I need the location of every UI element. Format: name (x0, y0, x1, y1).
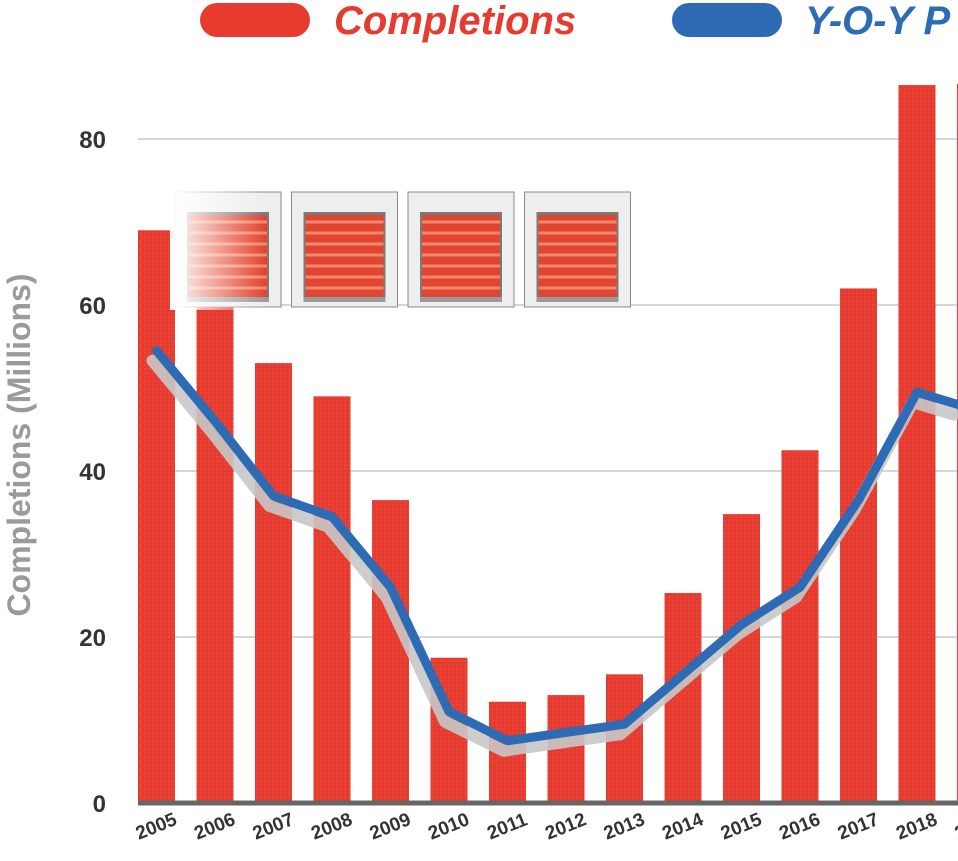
door-sill (420, 297, 502, 302)
storage-unit-door-icon (291, 191, 398, 308)
y-tick-label: 80 (79, 127, 106, 154)
x-tick-label: 2013 (601, 809, 648, 844)
x-tick-label: 2006 (191, 809, 238, 844)
legend-swatch-completions (200, 3, 310, 37)
bar (255, 363, 292, 803)
legend-label-completions: Completions (334, 0, 576, 43)
bar (138, 230, 175, 804)
x-axis-ticks: 2005 2006 2007 2008 2009 2010 2011 2012 2013 2014… (133, 809, 958, 844)
storage-door-decoration (170, 190, 631, 310)
bar (196, 296, 234, 803)
x-tick-label: 2018 (893, 809, 940, 844)
bar (372, 500, 409, 803)
storage-unit-door-icon (524, 191, 631, 308)
x-tick-label: 2019 (952, 809, 958, 844)
bars (138, 84, 958, 804)
legend-swatch-line (672, 3, 782, 37)
bar (898, 85, 936, 804)
legend-label-line: Y-O-Y P (805, 0, 951, 43)
x-tick-label: 2015 (718, 809, 765, 844)
x-tick-label: 2005 (133, 809, 180, 844)
x-tick-label: 2016 (776, 809, 823, 844)
x-tick-label: 2011 (484, 809, 530, 844)
legend: Completions Y-O-Y P (200, 0, 951, 43)
y-tick-label: 20 (79, 625, 106, 652)
bar (723, 514, 760, 803)
bar (781, 450, 819, 803)
x-tick-label: 2012 (542, 809, 589, 844)
y-tick-label: 40 (79, 459, 106, 486)
y-tick-label: 0 (93, 791, 106, 818)
x-tick-label: 2014 (659, 809, 706, 844)
x-tick-label: 2009 (367, 809, 414, 844)
y-axis-ticks: 0 20 40 60 80 (79, 127, 106, 818)
x-tick-label: 2010 (425, 809, 472, 844)
series-line (152, 346, 958, 746)
door-sill (536, 297, 619, 302)
x-tick-label: 2017 (835, 809, 882, 844)
x-tick-label: 2008 (308, 809, 355, 844)
storage-unit-door-icon (407, 191, 515, 308)
series-lines (146, 346, 958, 757)
y-axis-label: Completions (Millions) (1, 273, 37, 616)
bar (313, 396, 351, 803)
door-sill (303, 297, 386, 302)
bar (840, 288, 877, 803)
y-tick-label: 60 (79, 293, 106, 320)
door-motion-fade (170, 190, 265, 310)
x-tick-label: 2007 (250, 809, 297, 844)
